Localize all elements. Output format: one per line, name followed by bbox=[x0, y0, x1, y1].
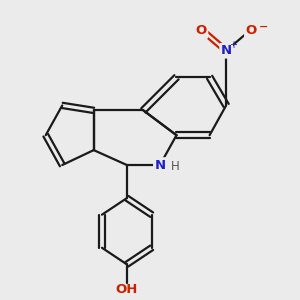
Text: N: N bbox=[154, 158, 166, 172]
Text: +: + bbox=[230, 40, 237, 50]
Text: H: H bbox=[170, 160, 179, 173]
Text: O: O bbox=[196, 24, 207, 38]
Text: OH: OH bbox=[116, 283, 138, 296]
Text: N: N bbox=[220, 44, 232, 57]
Text: −: − bbox=[259, 22, 268, 32]
Text: O: O bbox=[245, 24, 256, 38]
